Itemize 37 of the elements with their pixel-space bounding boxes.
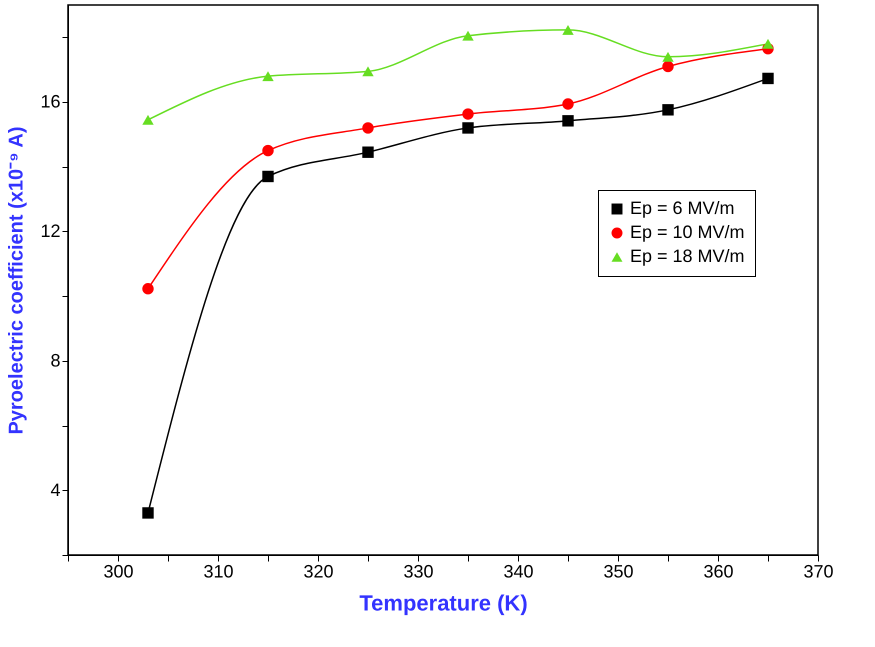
point bbox=[462, 30, 474, 41]
point bbox=[762, 72, 774, 84]
x-axis-title: Temperature (K) bbox=[359, 590, 528, 616]
point bbox=[662, 52, 674, 62]
point bbox=[142, 114, 154, 125]
point bbox=[662, 60, 674, 72]
point bbox=[662, 104, 674, 116]
point bbox=[562, 115, 574, 127]
x-tick-label: 300 bbox=[103, 562, 134, 582]
y-tick-label: 8 bbox=[50, 350, 60, 370]
x-tick-label: 350 bbox=[603, 562, 634, 582]
y-tick-label: 12 bbox=[40, 220, 60, 241]
y-tick-label: 4 bbox=[50, 480, 60, 500]
legend-label: Ep = 6 MV/m bbox=[630, 198, 735, 218]
x-tick-label: 330 bbox=[403, 562, 434, 582]
x-tick-label: 370 bbox=[803, 562, 834, 582]
point bbox=[142, 283, 154, 294]
point bbox=[462, 122, 474, 134]
point bbox=[762, 38, 774, 49]
point bbox=[362, 122, 374, 134]
legend-label: Ep = 10 MV/m bbox=[630, 222, 745, 242]
point bbox=[562, 24, 574, 35]
x-tick-label: 320 bbox=[303, 562, 334, 582]
legend-label: Ep = 18 MV/m bbox=[630, 246, 745, 266]
x-tick-label: 310 bbox=[203, 562, 234, 582]
point bbox=[262, 170, 274, 182]
y-axis-title: Pyroelectric coefficient (x10⁻⁹ A) bbox=[5, 126, 28, 435]
x-tick-label: 360 bbox=[703, 562, 734, 582]
point bbox=[142, 507, 154, 519]
point bbox=[262, 71, 274, 82]
x-tick-label: 340 bbox=[503, 562, 534, 582]
point bbox=[262, 144, 274, 156]
point bbox=[462, 108, 474, 120]
point bbox=[362, 146, 374, 158]
point bbox=[362, 66, 374, 76]
y-tick-label: 16 bbox=[40, 92, 60, 112]
point bbox=[562, 98, 574, 110]
